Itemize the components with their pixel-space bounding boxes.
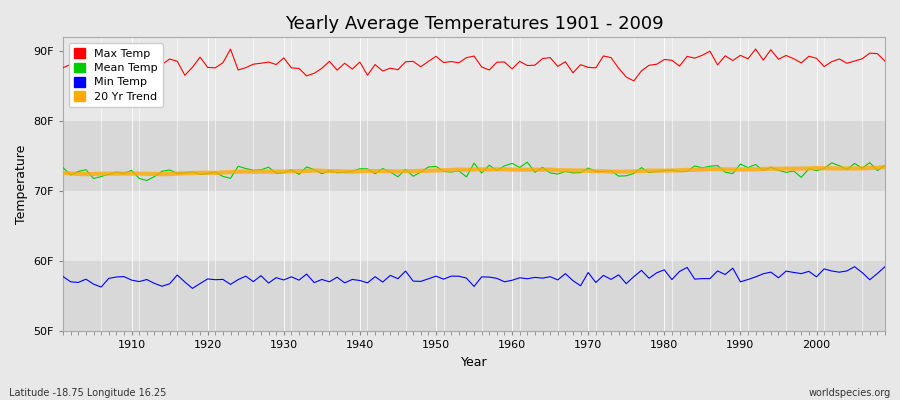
- Min Temp: [293, 278, 304, 282]
- Line: 20 Yr Trend: 20 Yr Trend: [63, 167, 885, 174]
- Mean Temp: [119, 171, 130, 176]
- Min Temp: [514, 275, 525, 280]
- 20 Yr Trend: [293, 169, 304, 174]
- Min Temp: [879, 264, 890, 269]
- Min Temp: [850, 264, 860, 269]
- Text: worldspecies.org: worldspecies.org: [809, 388, 891, 398]
- Max Temp: [507, 66, 517, 71]
- Max Temp: [119, 60, 130, 65]
- Mean Temp: [613, 174, 624, 178]
- Bar: [63, 121, 885, 191]
- Bar: [63, 51, 885, 121]
- Max Temp: [58, 65, 68, 70]
- 20 Yr Trend: [157, 172, 167, 177]
- Legend: Max Temp, Mean Temp, Min Temp, 20 Yr Trend: Max Temp, Mean Temp, Min Temp, 20 Yr Tre…: [68, 43, 164, 107]
- 20 Yr Trend: [58, 170, 68, 175]
- Line: Mean Temp: Mean Temp: [63, 162, 885, 180]
- 20 Yr Trend: [879, 164, 890, 169]
- Title: Yearly Average Temperatures 1901 - 2009: Yearly Average Temperatures 1901 - 2009: [284, 15, 663, 33]
- Min Temp: [119, 274, 130, 279]
- Line: Max Temp: Max Temp: [63, 49, 885, 81]
- Min Temp: [187, 286, 198, 291]
- Bar: [63, 191, 885, 261]
- Max Temp: [751, 47, 761, 52]
- 20 Yr Trend: [339, 169, 350, 174]
- 20 Yr Trend: [606, 169, 616, 174]
- Max Temp: [500, 60, 510, 64]
- Bar: [63, 261, 885, 332]
- 20 Yr Trend: [507, 167, 517, 172]
- X-axis label: Year: Year: [461, 356, 488, 369]
- Text: Latitude -18.75 Longitude 16.25: Latitude -18.75 Longitude 16.25: [9, 388, 166, 398]
- Mean Temp: [339, 170, 350, 175]
- Min Temp: [339, 280, 350, 285]
- Mean Temp: [293, 172, 304, 177]
- Mean Temp: [514, 165, 525, 170]
- Y-axis label: Temperature: Temperature: [15, 145, 28, 224]
- Max Temp: [332, 68, 343, 72]
- Min Temp: [507, 278, 517, 283]
- 20 Yr Trend: [119, 171, 130, 176]
- Mean Temp: [141, 178, 152, 183]
- 20 Yr Trend: [514, 167, 525, 172]
- Max Temp: [598, 54, 608, 58]
- Line: Min Temp: Min Temp: [63, 267, 885, 288]
- Min Temp: [606, 277, 616, 282]
- Max Temp: [879, 59, 890, 64]
- Mean Temp: [58, 165, 68, 170]
- Mean Temp: [522, 160, 533, 165]
- Max Temp: [286, 66, 297, 70]
- Mean Temp: [507, 161, 517, 166]
- Mean Temp: [879, 163, 890, 168]
- Min Temp: [58, 274, 68, 279]
- Max Temp: [628, 78, 639, 83]
